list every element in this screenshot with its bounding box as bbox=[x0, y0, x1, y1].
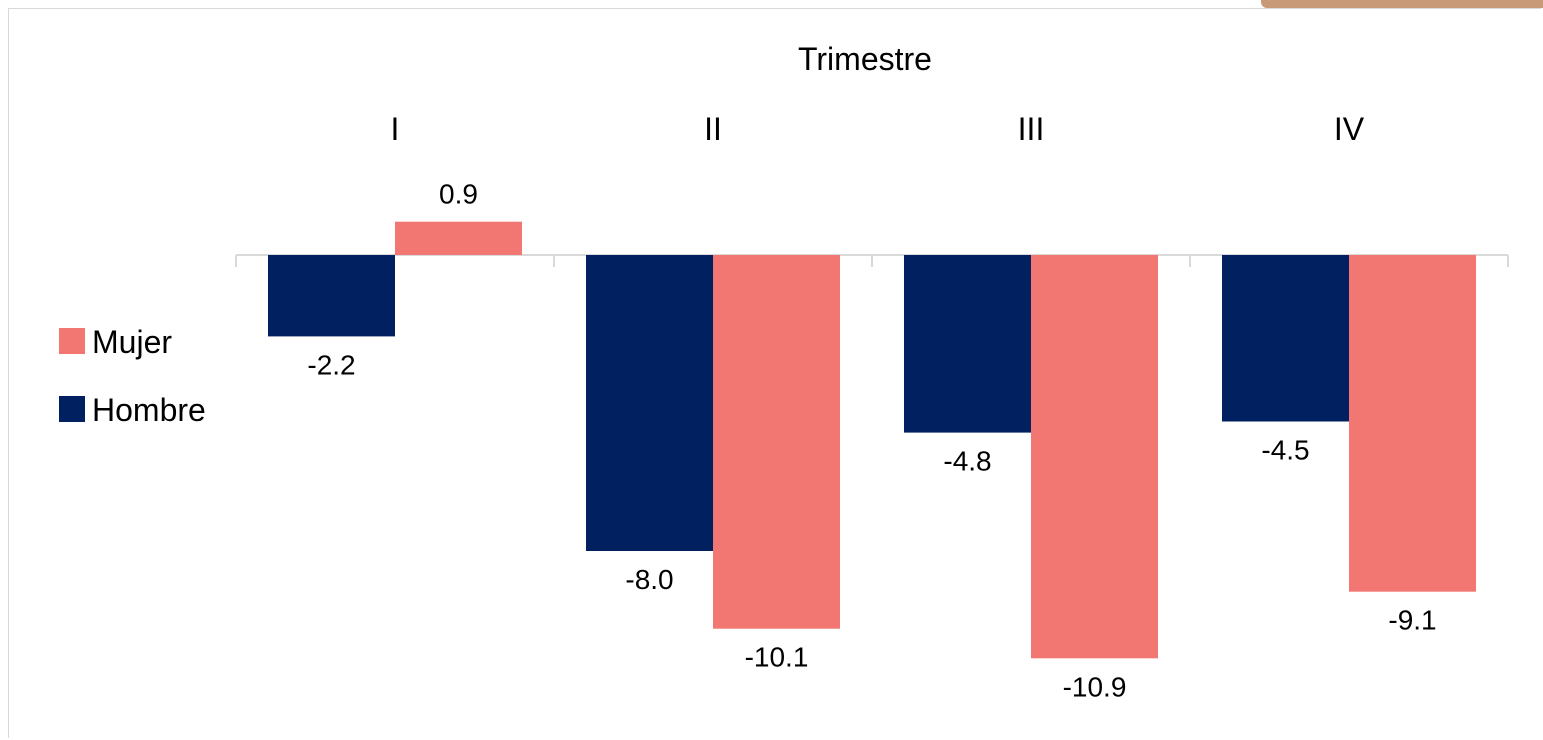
data-label: -4.8 bbox=[943, 446, 991, 477]
bar-hombre-i bbox=[268, 255, 395, 337]
data-label: -8.0 bbox=[625, 564, 673, 595]
bar-mujer-iv bbox=[1349, 255, 1476, 592]
legend-swatch-mujer bbox=[59, 328, 85, 354]
data-label: 0.9 bbox=[439, 179, 478, 210]
bars-layer bbox=[268, 221, 1476, 659]
chart-frame bbox=[8, 8, 1541, 738]
bar-mujer-ii bbox=[713, 255, 840, 629]
legend-label-mujer: Mujer bbox=[92, 324, 172, 360]
legend-swatch-hombre bbox=[59, 396, 85, 422]
data-label: -4.5 bbox=[1261, 435, 1309, 466]
legend: Mujer Hombre bbox=[59, 324, 206, 428]
category-label: III bbox=[1018, 111, 1045, 147]
labels-layer: -2.2 -8.0 -4.8 -4.5 0.9 -10.1 -10.9 -9.1 bbox=[307, 179, 1436, 703]
x-axis-title: Trimestre bbox=[798, 41, 932, 77]
data-label: -10.1 bbox=[745, 642, 809, 673]
bar-hombre-iv bbox=[1222, 255, 1349, 422]
bar-mujer-iii bbox=[1031, 255, 1158, 659]
corner-tab bbox=[1261, 0, 1543, 8]
data-label: -2.2 bbox=[307, 349, 355, 380]
legend-label-hombre: Hombre bbox=[92, 392, 206, 428]
category-label: II bbox=[704, 111, 722, 147]
data-label: -10.9 bbox=[1063, 671, 1127, 702]
bar-hombre-ii bbox=[586, 255, 713, 551]
data-label: -9.1 bbox=[1388, 605, 1436, 636]
category-label: I bbox=[391, 111, 400, 147]
category-label: IV bbox=[1334, 111, 1365, 147]
bar-hombre-iii bbox=[904, 255, 1031, 433]
bar-mujer-i bbox=[395, 221, 522, 255]
